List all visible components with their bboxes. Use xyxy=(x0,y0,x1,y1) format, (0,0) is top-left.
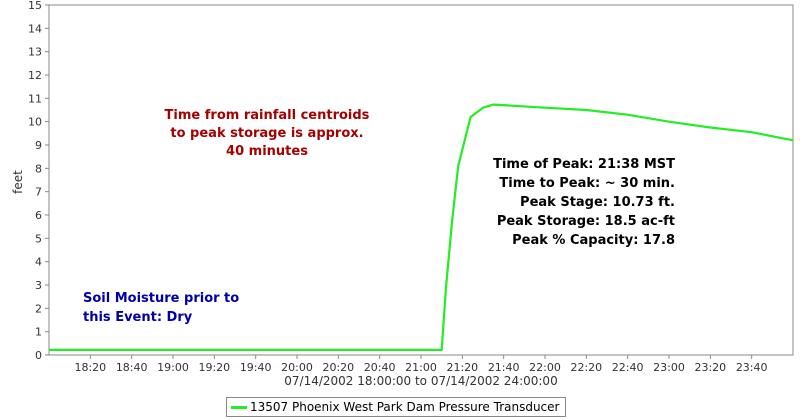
y-tick-label: 6 xyxy=(35,209,42,222)
x-tick-label: 19:40 xyxy=(240,361,272,374)
annotation-soil-line: Soil Moisture prior to xyxy=(83,291,239,306)
annotation-peak-line: Peak Stage: 10.73 ft. xyxy=(520,195,675,210)
x-axis-label: 07/14/2002 18:00:00 to 07/14/2002 24:00:… xyxy=(284,374,557,388)
y-tick-label: 9 xyxy=(35,139,42,152)
legend-swatch xyxy=(231,405,247,409)
x-tick-label: 20:40 xyxy=(364,361,396,374)
annotation-centroid-line: to peak storage is approx. xyxy=(170,126,363,141)
annotation-centroid-line: 40 minutes xyxy=(226,144,308,159)
x-tick-label: 21:20 xyxy=(446,361,478,374)
y-tick-label: 3 xyxy=(35,279,42,292)
x-tick-label: 20:00 xyxy=(281,361,313,374)
x-tick-label: 18:40 xyxy=(116,361,148,374)
x-tick-label: 22:40 xyxy=(612,361,644,374)
y-tick-label: 10 xyxy=(28,116,42,129)
plot-area xyxy=(48,4,794,356)
x-tick-label: 23:00 xyxy=(653,361,685,374)
annotation-soil-line: this Event: Dry xyxy=(83,310,193,325)
y-tick-label: 2 xyxy=(35,302,42,315)
y-tick-label: 5 xyxy=(35,232,42,245)
annotation-centroid-line: Time from rainfall centroids xyxy=(165,108,370,123)
x-tick-label: 23:40 xyxy=(736,361,768,374)
series-line xyxy=(49,103,794,351)
x-tick-label: 18:20 xyxy=(74,361,106,374)
y-axis-label: feet xyxy=(11,170,25,194)
y-tick-label: 8 xyxy=(35,162,42,175)
y-tick-label: 0 xyxy=(35,349,42,362)
x-tick-label: 21:40 xyxy=(488,361,520,374)
chart-annotations: Time from rainfall centroids to peak stor… xyxy=(83,108,675,325)
y-tick-label: 11 xyxy=(28,92,42,105)
x-tick-label: 22:20 xyxy=(570,361,602,374)
legend-label: 13507 Phoenix West Park Dam Pressure Tra… xyxy=(250,400,560,414)
x-tick-label: 19:20 xyxy=(198,361,230,374)
x-tick-label: 20:20 xyxy=(322,361,354,374)
y-tick-label: 7 xyxy=(35,186,42,199)
y-tick-label: 13 xyxy=(28,46,42,59)
x-axis-ticks: 18:20 18:40 19:00 19:20 19:40 20:00 20:20 20:40… xyxy=(74,355,768,374)
y-tick-label: 1 xyxy=(35,326,42,339)
y-tick-label: 4 xyxy=(35,256,42,269)
y-tick-label: 15 xyxy=(28,0,42,12)
legend: 13507 Phoenix West Park Dam Pressure Tra… xyxy=(226,397,567,417)
y-tick-label: 12 xyxy=(28,69,42,82)
annotation-peak-line: Peak % Capacity: 17.8 xyxy=(512,233,675,248)
x-tick-label: 21:00 xyxy=(405,361,437,374)
x-tick-label: 22:00 xyxy=(529,361,561,374)
y-tick-label: 14 xyxy=(28,22,42,35)
annotation-peak-line: Time of Peak: 21:38 MST xyxy=(493,157,675,172)
x-tick-label: 23:20 xyxy=(694,361,726,374)
annotation-peak-line: Peak Storage: 18.5 ac-ft xyxy=(497,214,675,229)
x-tick-label: 19:00 xyxy=(157,361,189,374)
annotation-peak-line: Time to Peak: ~ 30 min. xyxy=(499,176,675,191)
series-lines xyxy=(49,103,794,351)
